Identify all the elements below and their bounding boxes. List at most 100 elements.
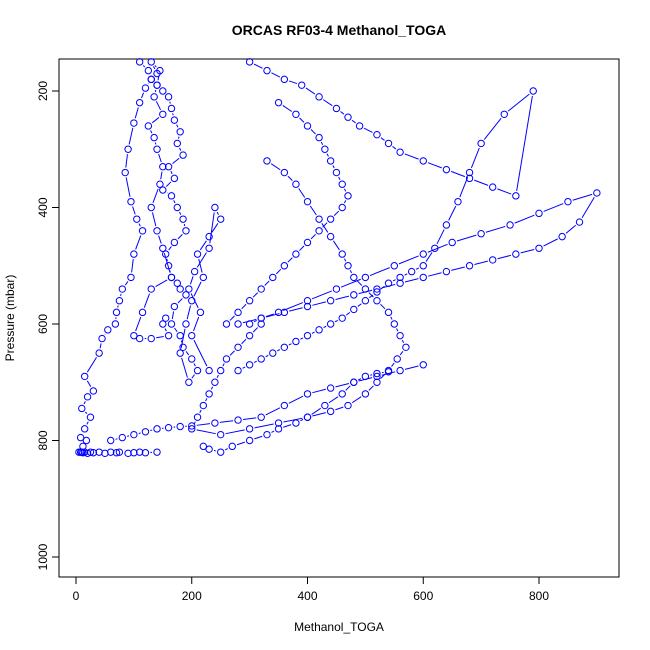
- data-point: [118, 433, 127, 442]
- connector-line: [310, 233, 316, 240]
- data-point: [130, 430, 138, 439]
- data-point: [263, 157, 271, 165]
- data-point: [245, 58, 254, 66]
- data-point: [465, 168, 474, 177]
- connector-line: [229, 350, 235, 356]
- connector-line: [351, 119, 356, 124]
- connector-line: [333, 210, 340, 216]
- connector-line: [222, 363, 225, 367]
- connector-line: [345, 312, 351, 316]
- data-point: [156, 66, 164, 75]
- data-point: [326, 384, 335, 392]
- data-point: [80, 372, 89, 381]
- data-point: [199, 442, 208, 451]
- connector-line: [310, 129, 316, 135]
- connector-line: [287, 257, 293, 263]
- connector-line: [497, 188, 512, 195]
- connector-line: [205, 398, 208, 402]
- data-point: [338, 180, 346, 188]
- data-point: [205, 244, 213, 252]
- data-point: [274, 425, 283, 433]
- y-tick-label: 600: [36, 314, 50, 334]
- connector-line: [186, 305, 192, 320]
- connector-line: [83, 401, 86, 405]
- data-point: [222, 320, 231, 328]
- data-point: [303, 238, 312, 247]
- data-point: [179, 215, 187, 223]
- connector-line: [344, 200, 347, 204]
- data-point: [465, 262, 474, 270]
- data-point: [135, 334, 144, 343]
- data-point: [419, 157, 427, 165]
- data-point: [280, 262, 289, 270]
- data-point: [159, 87, 167, 95]
- data-point: [86, 448, 95, 456]
- connector-line: [288, 395, 304, 404]
- connector-line: [399, 351, 404, 356]
- data-series: [107, 361, 427, 445]
- connector-line: [299, 117, 305, 123]
- connector-line: [283, 424, 292, 428]
- data-point: [147, 58, 155, 66]
- connector-line: [210, 386, 214, 390]
- x-tick-label: 200: [182, 589, 202, 603]
- y-tick-label: 200: [36, 81, 50, 101]
- data-point: [361, 285, 370, 293]
- data-point: [162, 250, 170, 258]
- data-point: [199, 273, 208, 282]
- data-point: [121, 168, 129, 177]
- data-point: [199, 401, 208, 410]
- connector-line: [138, 223, 141, 227]
- data-point: [269, 349, 277, 357]
- connector-line: [275, 268, 282, 275]
- connector-line: [516, 95, 533, 191]
- connector-line: [209, 212, 215, 244]
- connector-line: [158, 153, 162, 163]
- data-point: [234, 366, 242, 375]
- connector-line: [270, 163, 281, 171]
- connector-line: [211, 223, 219, 233]
- connector-line: [241, 338, 247, 345]
- data-point: [138, 227, 147, 235]
- data-point: [159, 163, 167, 171]
- connector-line: [135, 235, 142, 250]
- data-point: [144, 66, 153, 75]
- data-point: [245, 331, 254, 340]
- connector-line: [381, 371, 396, 376]
- chart-title: ORCAS RF03-4 Methanol_TOGA: [232, 22, 446, 38]
- connector-line: [180, 328, 186, 349]
- connector-line: [196, 252, 207, 268]
- connector-line: [179, 147, 182, 151]
- data-point: [222, 355, 231, 363]
- connector-line: [265, 313, 280, 318]
- connector-line: [381, 283, 396, 289]
- data-point: [185, 378, 193, 386]
- data-point: [130, 449, 138, 457]
- data-point: [390, 320, 399, 328]
- connector-line: [219, 420, 234, 423]
- data-point: [179, 343, 187, 351]
- data-point: [124, 145, 132, 153]
- connector-line: [198, 258, 203, 273]
- data-point: [564, 197, 572, 206]
- data-point: [147, 75, 155, 84]
- connector-line: [160, 171, 163, 180]
- connector-line: [369, 267, 390, 276]
- connector-line: [299, 245, 305, 251]
- data-point: [141, 84, 150, 92]
- data-point: [182, 227, 190, 235]
- data-point: [390, 262, 399, 270]
- data-point: [274, 419, 283, 427]
- data-point: [216, 366, 225, 375]
- connector-line: [253, 319, 257, 323]
- data-point: [303, 331, 312, 340]
- data-point: [344, 192, 352, 200]
- data-point: [373, 288, 381, 296]
- data-point: [344, 113, 352, 121]
- data-point: [384, 308, 393, 317]
- connector-line: [300, 337, 304, 340]
- connector-line: [311, 407, 321, 415]
- data-point: [269, 273, 277, 282]
- data-point: [130, 119, 138, 127]
- data-point: [144, 122, 153, 130]
